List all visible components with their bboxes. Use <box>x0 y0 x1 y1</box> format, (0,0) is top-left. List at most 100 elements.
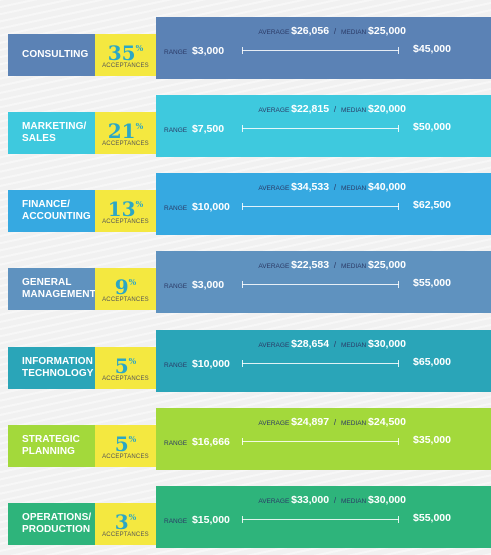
average-median-line: AVERAGE $28,654 / MEDIAN $30,000 <box>258 338 406 350</box>
table-row: GENERAL MANAGEMENT 9% ACCEPTANCES AVERAG… <box>0 251 491 313</box>
median-label: MEDIAN <box>341 498 366 505</box>
category-label: CONSULTING <box>8 34 96 76</box>
range-min-value: $3,000 <box>192 45 224 57</box>
range-min: RANGE $3,000 <box>164 279 224 291</box>
category-label: FINANCE/ ACCOUNTING <box>8 190 96 232</box>
salary-panel: AVERAGE $33,000 / MEDIAN $30,000 RANGE $… <box>156 486 491 548</box>
separator: / <box>334 105 336 114</box>
average-value: $22,815 <box>291 103 329 115</box>
salary-panel: AVERAGE $22,815 / MEDIAN $20,000 RANGE $… <box>156 95 491 157</box>
range-label: RANGE <box>164 127 187 134</box>
table-row: STRATEGIC PLANNING 5% ACCEPTANCES AVERAG… <box>0 408 491 470</box>
range-max-value: $65,000 <box>413 356 451 368</box>
average-value: $24,897 <box>291 416 329 428</box>
salary-panel: AVERAGE $24,897 / MEDIAN $24,500 RANGE $… <box>156 408 491 470</box>
median-label: MEDIAN <box>341 420 366 427</box>
acceptance-value: 9% <box>95 271 156 298</box>
acceptance-value: 3% <box>95 506 156 533</box>
acceptance-label: ACCEPTANCES <box>95 532 156 538</box>
average-median-line: AVERAGE $22,583 / MEDIAN $25,000 <box>258 259 406 271</box>
acceptance-value: 21% <box>95 115 156 142</box>
separator: / <box>334 340 336 349</box>
separator: / <box>334 496 336 505</box>
median-value: $30,000 <box>368 338 406 350</box>
range-label: RANGE <box>164 518 187 525</box>
table-row: OPERATIONS/ PRODUCTION 3% ACCEPTANCES AV… <box>0 486 491 548</box>
average-label: AVERAGE <box>258 29 289 36</box>
average-median-line: AVERAGE $24,897 / MEDIAN $24,500 <box>258 416 406 428</box>
range-max-value: $55,000 <box>413 512 451 524</box>
acceptance-label: ACCEPTANCES <box>95 454 156 460</box>
range-min: RANGE $3,000 <box>164 45 224 57</box>
average-value: $33,000 <box>291 494 329 506</box>
average-median-line: AVERAGE $26,056 / MEDIAN $25,000 <box>258 25 406 37</box>
separator: / <box>334 27 336 36</box>
average-value: $34,533 <box>291 181 329 193</box>
range-bar <box>242 128 399 129</box>
median-value: $40,000 <box>368 181 406 193</box>
range-bar <box>242 441 399 442</box>
median-label: MEDIAN <box>341 107 366 114</box>
acceptance-badge: 35% ACCEPTANCES <box>95 34 156 76</box>
median-value: $30,000 <box>368 494 406 506</box>
acceptance-value: 5% <box>95 350 156 377</box>
range-bar <box>242 363 399 364</box>
range-label: RANGE <box>164 362 187 369</box>
range-min-value: $16,666 <box>192 436 230 448</box>
category-label: OPERATIONS/ PRODUCTION <box>8 503 96 545</box>
salary-panel: AVERAGE $22,583 / MEDIAN $25,000 RANGE $… <box>156 251 491 313</box>
acceptance-badge: 9% ACCEPTANCES <box>95 268 156 310</box>
range-label: RANGE <box>164 283 187 290</box>
range-label: RANGE <box>164 205 187 212</box>
average-label: AVERAGE <box>258 263 289 270</box>
acceptance-label: ACCEPTANCES <box>95 376 156 382</box>
average-label: AVERAGE <box>258 185 289 192</box>
acceptance-label: ACCEPTANCES <box>95 297 156 303</box>
average-value: $28,654 <box>291 338 329 350</box>
acceptance-badge: 5% ACCEPTANCES <box>95 347 156 389</box>
average-label: AVERAGE <box>258 498 289 505</box>
median-label: MEDIAN <box>341 29 366 36</box>
median-label: MEDIAN <box>341 342 366 349</box>
median-label: MEDIAN <box>341 263 366 270</box>
table-row: INFORMATION TECHNOLOGY 5% ACCEPTANCES AV… <box>0 330 491 392</box>
acceptance-label: ACCEPTANCES <box>95 141 156 147</box>
acceptance-label: ACCEPTANCES <box>95 219 156 225</box>
average-label: AVERAGE <box>258 107 289 114</box>
category-label: GENERAL MANAGEMENT <box>8 268 96 310</box>
acceptance-badge: 21% ACCEPTANCES <box>95 112 156 154</box>
range-min: RANGE $16,666 <box>164 436 230 448</box>
acceptance-label: ACCEPTANCES <box>95 63 156 69</box>
range-min-value: $15,000 <box>192 514 230 526</box>
range-min-value: $10,000 <box>192 201 230 213</box>
salary-panel: AVERAGE $26,056 / MEDIAN $25,000 RANGE $… <box>156 17 491 79</box>
average-value: $26,056 <box>291 25 329 37</box>
range-max-value: $45,000 <box>413 43 451 55</box>
range-bar <box>242 519 399 520</box>
range-bar <box>242 50 399 51</box>
median-value: $20,000 <box>368 103 406 115</box>
range-min: RANGE $15,000 <box>164 514 230 526</box>
table-row: CONSULTING 35% ACCEPTANCES AVERAGE $26,0… <box>0 17 491 79</box>
acceptance-value: 35% <box>95 37 156 64</box>
median-value: $25,000 <box>368 259 406 271</box>
separator: / <box>334 261 336 270</box>
category-label: MARKETING/ SALES <box>8 112 96 154</box>
median-value: $24,500 <box>368 416 406 428</box>
range-min-value: $7,500 <box>192 123 224 135</box>
median-label: MEDIAN <box>341 185 366 192</box>
range-bar <box>242 284 399 285</box>
range-min: RANGE $7,500 <box>164 123 224 135</box>
separator: / <box>334 418 336 427</box>
acceptance-value: 13% <box>95 193 156 220</box>
range-min: RANGE $10,000 <box>164 201 230 213</box>
range-max-value: $50,000 <box>413 121 451 133</box>
range-max-value: $55,000 <box>413 277 451 289</box>
range-label: RANGE <box>164 440 187 447</box>
average-label: AVERAGE <box>258 342 289 349</box>
table-row: FINANCE/ ACCOUNTING 13% ACCEPTANCES AVER… <box>0 173 491 235</box>
average-label: AVERAGE <box>258 420 289 427</box>
separator: / <box>334 183 336 192</box>
average-median-line: AVERAGE $22,815 / MEDIAN $20,000 <box>258 103 406 115</box>
category-label: INFORMATION TECHNOLOGY <box>8 347 96 389</box>
